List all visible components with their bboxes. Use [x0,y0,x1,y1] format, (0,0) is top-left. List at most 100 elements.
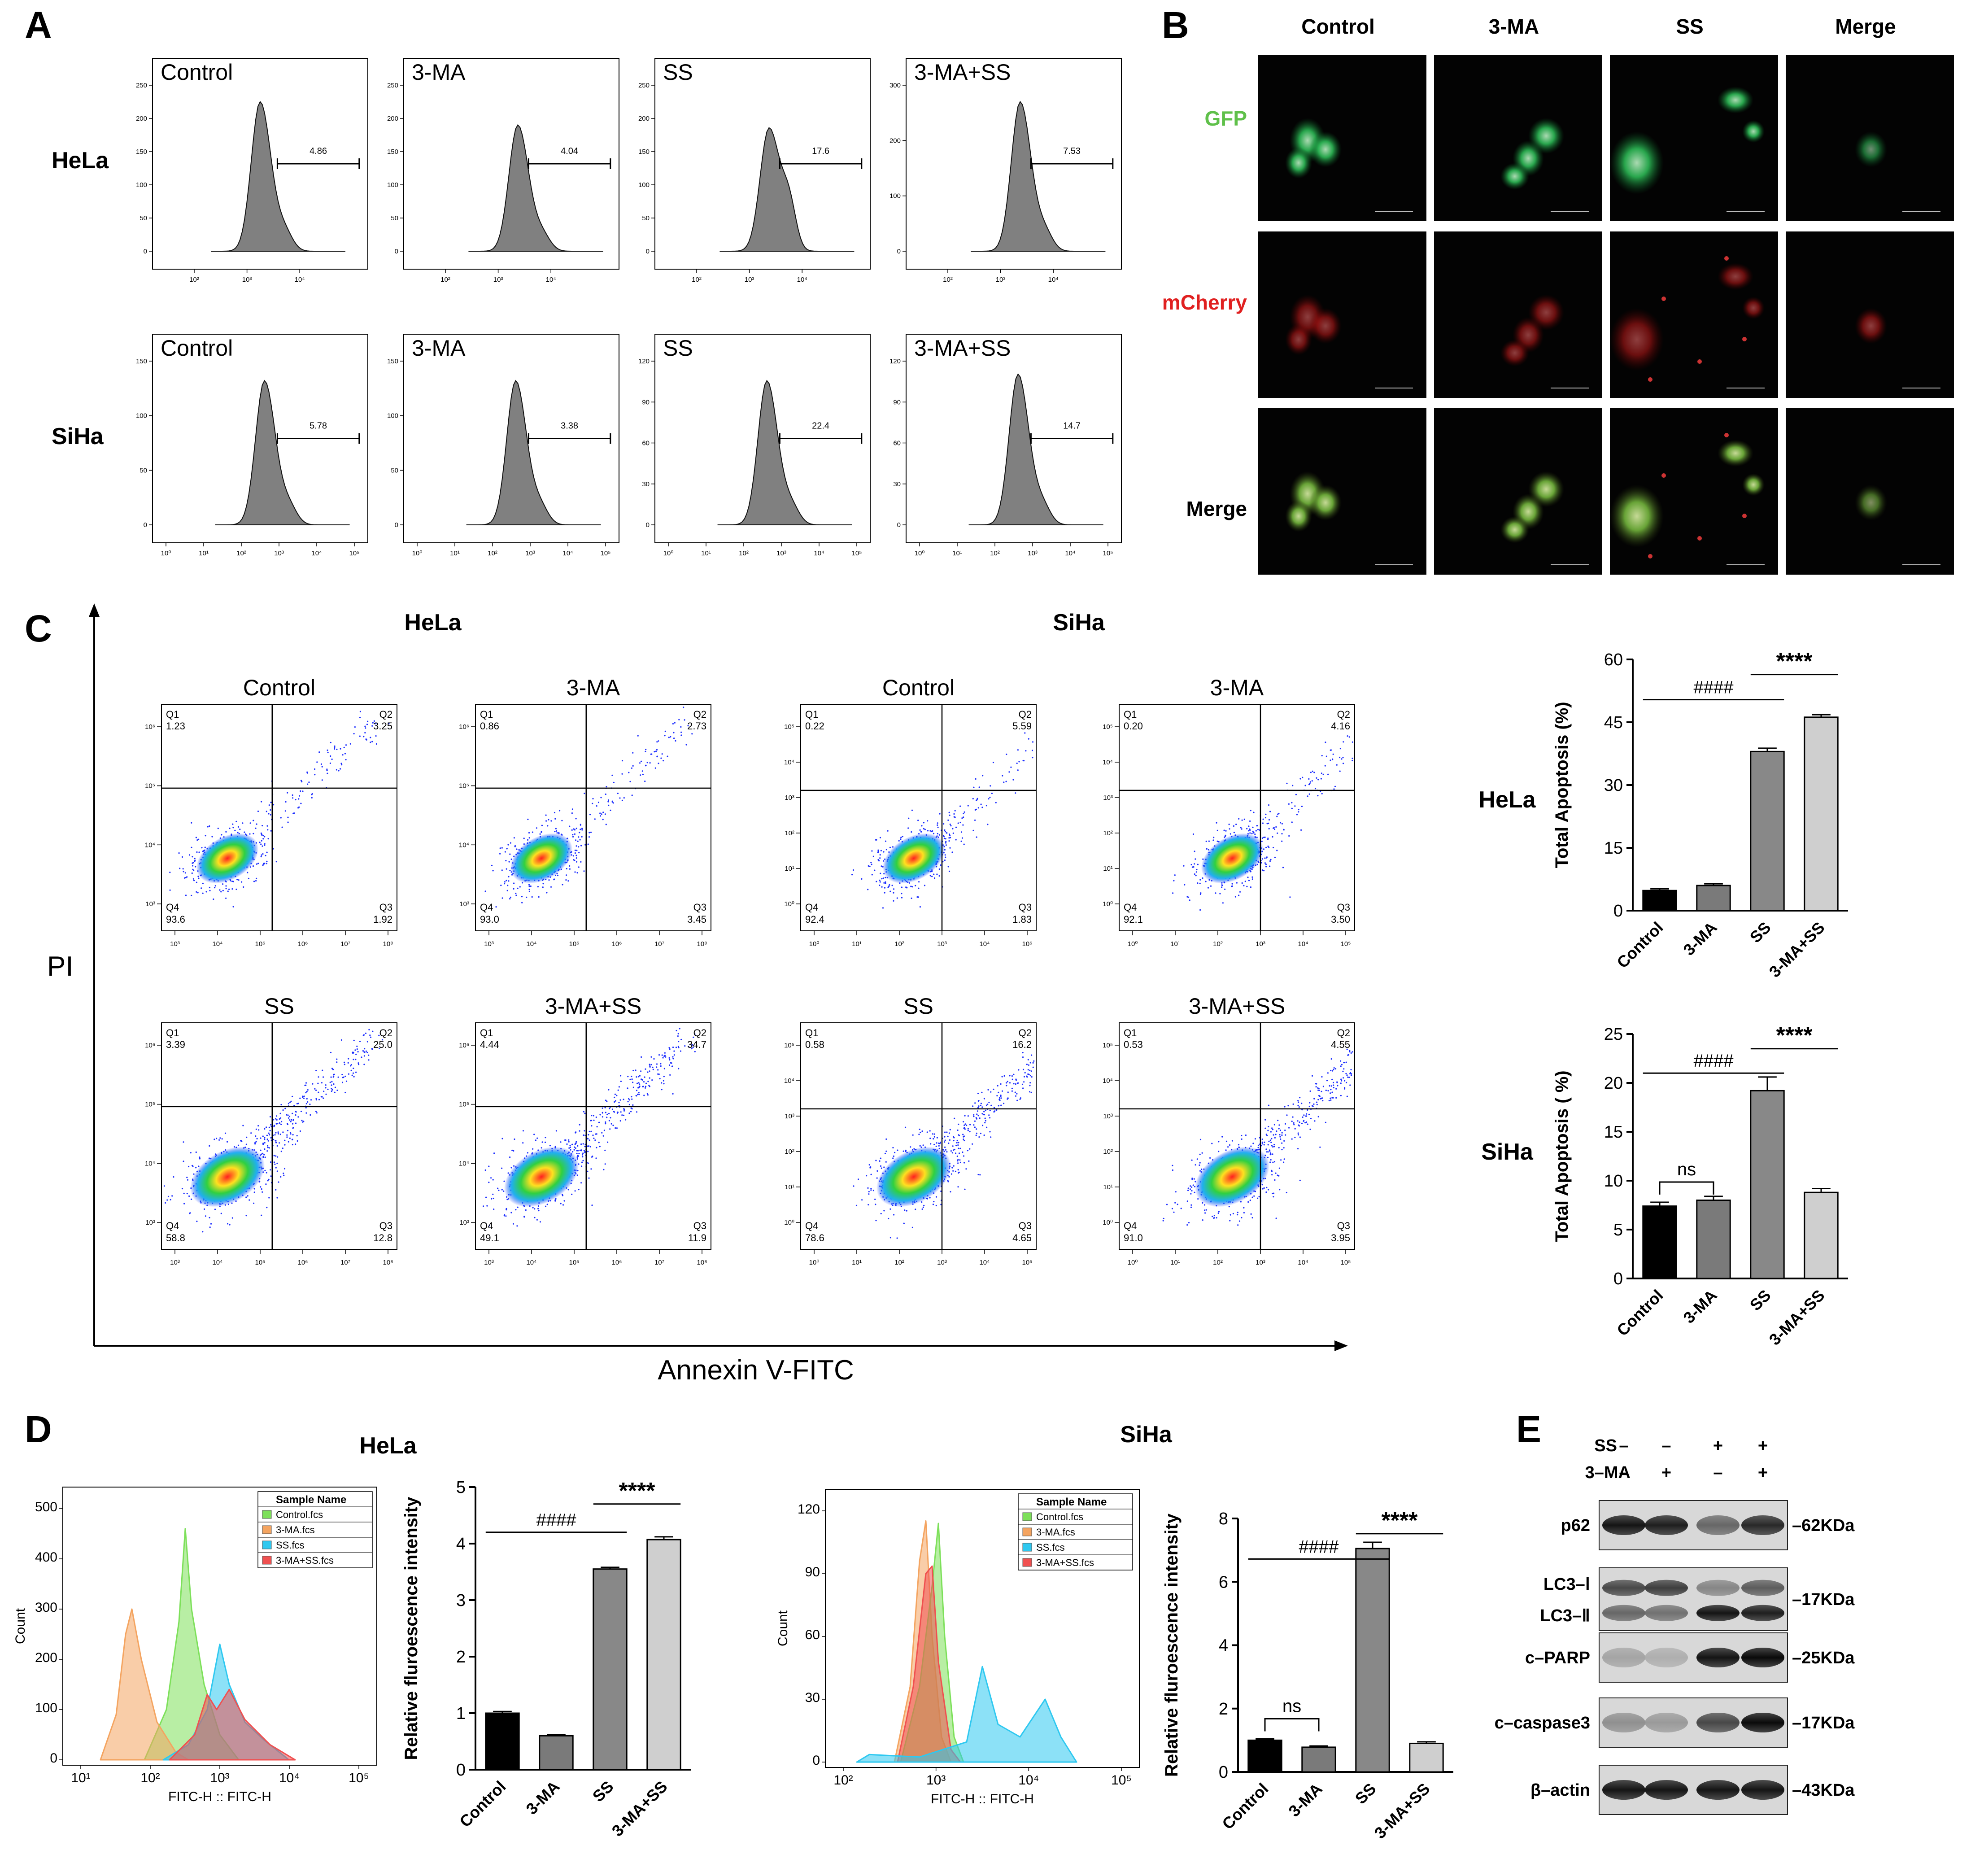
event-dot [325,1093,327,1095]
event-dot [1000,1097,1002,1099]
event-dot [999,1099,1001,1101]
event-dot [992,762,994,763]
event-dot [209,1226,211,1228]
event-dot [290,1133,292,1135]
cell-blob [1309,131,1342,167]
event-dot [284,1139,286,1141]
event-dot [1262,1188,1264,1190]
histogram-curve [211,100,345,252]
event-dot [880,1165,882,1167]
event-dot [276,1197,278,1199]
event-dot [953,1140,955,1142]
event-dot [1022,1052,1024,1054]
event-dot [944,854,946,856]
event-dot [952,828,954,829]
event-dot [322,1069,323,1071]
event-dot [955,839,957,841]
event-dot [506,1199,508,1200]
event-dot [246,1136,248,1138]
event-dot [574,833,576,835]
event-dot [577,1155,579,1156]
event-dot [1277,832,1278,834]
x-tick-label: 10⁵ [255,1259,266,1266]
event-dot [260,1186,262,1188]
event-dot [590,1168,592,1170]
dot-plot-frame [1119,1022,1355,1250]
event-dot [984,1117,986,1119]
event-dot [950,1150,952,1152]
event-dot [510,1212,512,1213]
event-dot [358,1062,359,1064]
event-dot [612,1125,614,1126]
event-dot [963,1121,964,1123]
event-dot [915,885,916,886]
event-dot [663,760,664,762]
event-dot [996,1109,998,1111]
event-dot [1015,1095,1017,1097]
event-dot [186,1193,188,1195]
event-dot [301,781,303,783]
event-dot [353,733,355,735]
event-dot [1201,1152,1203,1154]
event-dot [355,1059,357,1060]
panel-c-apoptosis: PI Annexin V-FITC HeLa SiHa HeLa SiHa Co… [47,603,1848,1386]
event-dot [631,767,632,769]
event-dot [940,1204,942,1205]
y-tick-label: 10⁰ [784,1219,794,1226]
event-dot [678,1068,680,1069]
dot-plot-frame [475,1022,711,1250]
event-dot [1009,1075,1011,1077]
event-dot [220,891,222,893]
event-dot [1299,778,1301,780]
event-dot [931,830,933,833]
density-core [876,1147,951,1207]
event-dot [353,1059,354,1060]
event-dot [680,1050,682,1052]
event-dot [277,1156,279,1158]
q4-value: 78.6 [805,1232,824,1243]
event-dot [1262,818,1264,820]
event-dot [1266,823,1268,825]
micrograph-bg [1258,408,1426,575]
event-dot [381,1039,384,1041]
event-dot [944,1141,946,1143]
event-dot [1271,1170,1273,1172]
event-dot [519,886,521,888]
event-dot [1027,1069,1029,1071]
event-dot [1277,1174,1278,1176]
event-dot [262,853,264,855]
event-dot [584,1146,586,1147]
event-dot [181,856,183,858]
y-tick-label: 10⁴ [784,759,794,766]
event-dot [331,1068,333,1069]
event-dot [181,1188,183,1190]
event-dot [1309,781,1311,783]
cell-blob [1718,440,1753,467]
x-tick-label: 10¹ [450,550,460,557]
event-dot [281,1121,283,1122]
event-dot [644,781,646,782]
event-dot [938,875,940,877]
event-dot [201,847,203,849]
event-dot [273,1119,275,1121]
event-dot [1248,830,1250,832]
event-dot [1020,1097,1021,1099]
event-dot [1011,1075,1013,1077]
event-dot [963,1139,964,1140]
x-tick-label: 10⁶ [612,1259,622,1266]
event-dot [619,797,621,799]
event-dot [1265,846,1267,848]
event-dot [985,1104,988,1106]
event-dot [235,888,237,890]
event-dot [607,1141,609,1143]
event-dot [988,1114,990,1116]
event-dot [537,886,539,888]
event-dot [951,1167,953,1169]
event-dot [270,1175,272,1177]
event-dot [588,1177,590,1179]
event-dot [292,1123,294,1125]
event-dot [572,834,574,836]
event-dot [619,1099,621,1101]
event-dot [990,1104,992,1106]
